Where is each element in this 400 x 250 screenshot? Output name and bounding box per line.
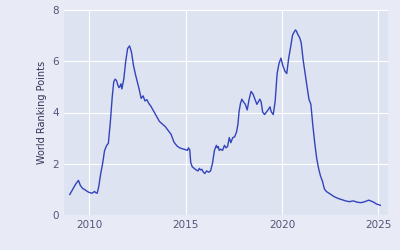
Y-axis label: World Ranking Points: World Ranking Points	[37, 61, 47, 164]
